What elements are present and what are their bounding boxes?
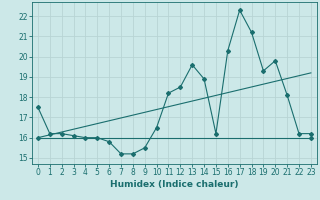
X-axis label: Humidex (Indice chaleur): Humidex (Indice chaleur) [110,180,239,189]
